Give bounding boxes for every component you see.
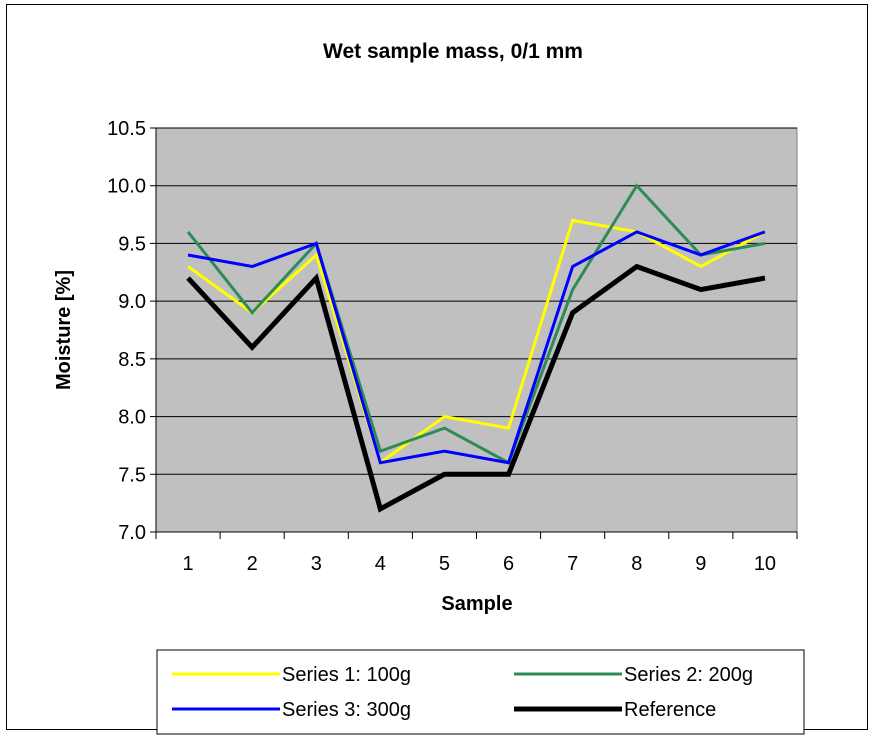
y-tick-label: 9.0 <box>118 291 146 313</box>
x-tick-label: 2 <box>247 553 258 575</box>
legend-label-1: Series 1: 100g <box>282 664 411 686</box>
chart-title: Wet sample mass, 0/1 mm <box>323 40 583 63</box>
legend-label-3: Series 3: 300g <box>282 699 411 721</box>
plot-background <box>155 127 798 533</box>
y-tick-label: 9.5 <box>118 233 146 255</box>
series-line-1 <box>187 218 766 466</box>
y-tick-labels: 7.0 7.5 8.0 8.5 9.0 9.5 10.0 10.5 <box>107 118 146 544</box>
x-tick-label: 9 <box>695 553 706 575</box>
x-tick-label: 4 <box>375 553 386 575</box>
legend: Series 1: 100g Series 2: 200g Series 3: 30… <box>156 649 805 735</box>
y-axis-label: Moisture [%] <box>53 270 75 390</box>
x-tick-label: 8 <box>631 553 642 575</box>
y-tick-label: 8.5 <box>118 349 146 371</box>
series-line-2 <box>186 183 766 465</box>
x-tick-label: 7 <box>567 553 578 575</box>
y-tick-label: 8.0 <box>118 407 146 429</box>
axes <box>150 127 798 539</box>
y-tick-label: 10.0 <box>107 176 146 198</box>
y-tick-label: 7.5 <box>118 464 146 486</box>
series-line-4 <box>186 263 766 513</box>
legend-label-4: Reference <box>624 699 716 721</box>
y-tick-label: 10.5 <box>107 118 146 140</box>
x-tick-label: 6 <box>503 553 514 575</box>
legend-box <box>156 649 805 735</box>
plot-area <box>155 127 798 533</box>
x-tick-label: 3 <box>311 553 322 575</box>
x-tick-label: 5 <box>439 553 450 575</box>
series-line-3 <box>187 230 766 465</box>
x-axis-label: Sample <box>441 593 512 615</box>
y-tick-label: 7.0 <box>118 522 146 544</box>
legend-label-2: Series 2: 200g <box>624 664 753 686</box>
series-lines <box>186 183 766 513</box>
x-tick-labels: 1 2 3 4 5 6 7 8 9 10 <box>182 553 776 575</box>
x-tick-label: 10 <box>754 553 776 575</box>
x-tick-label: 1 <box>182 553 193 575</box>
